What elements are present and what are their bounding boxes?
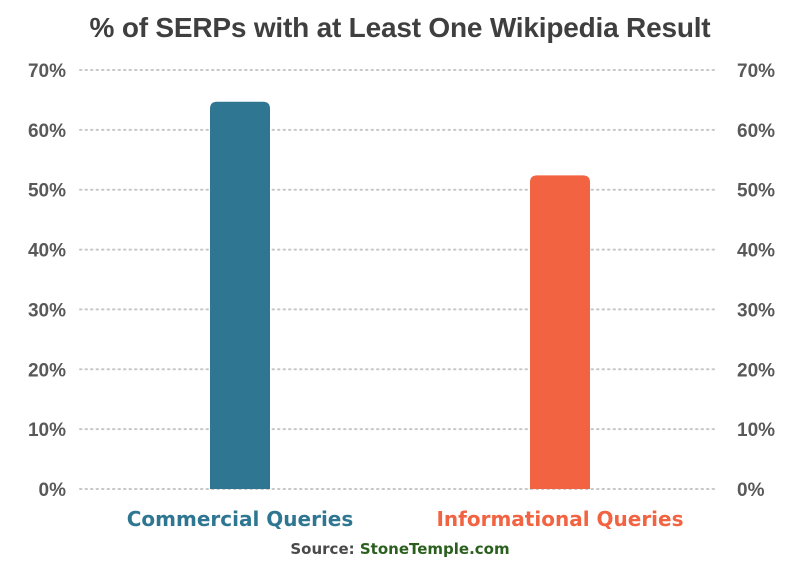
category-label: Informational Queries xyxy=(436,507,683,531)
source-brand-link[interactable]: StoneTemple.com xyxy=(359,540,510,558)
y-tick-label-left: 20% xyxy=(28,360,66,381)
source-prefix: Source: xyxy=(290,540,360,558)
chart-title: % of SERPs with at Least One Wikipedia R… xyxy=(89,12,711,43)
bars xyxy=(210,101,590,489)
y-tick-label-right: 20% xyxy=(737,360,775,381)
category-label: Commercial Queries xyxy=(127,507,354,531)
y-tick-label-left: 60% xyxy=(28,121,66,142)
bar-informational-queries xyxy=(530,175,590,489)
y-tick-label-right: 50% xyxy=(737,181,775,202)
y-tick-label-right: 70% xyxy=(737,61,775,82)
y-tick-label-left: 70% xyxy=(28,61,66,82)
y-tick-label-left: 40% xyxy=(28,241,66,262)
y-tick-label-right: 60% xyxy=(737,121,775,142)
y-tick-label-left: 30% xyxy=(28,300,66,321)
y-tick-label-right: 40% xyxy=(737,241,775,262)
y-tick-label-right: 0% xyxy=(737,480,765,501)
y-tick-label-left: 0% xyxy=(39,480,67,501)
y-tick-label-right: 10% xyxy=(737,420,775,441)
gridlines xyxy=(79,69,719,490)
right-y-axis: 0% 10% 20% 30% 40% 50% 60% 70% xyxy=(737,61,775,501)
y-tick-label-right: 30% xyxy=(737,300,775,321)
bar-commercial-queries xyxy=(210,101,270,489)
category-labels: Commercial Queries Informational Queries xyxy=(127,507,684,531)
y-tick-label-left: 10% xyxy=(28,420,66,441)
source-caption: Source: StoneTemple.com xyxy=(0,540,800,558)
left-y-axis: 0% 10% 20% 30% 40% 50% 60% 70% xyxy=(28,61,66,501)
y-tick-label-left: 50% xyxy=(28,181,66,202)
